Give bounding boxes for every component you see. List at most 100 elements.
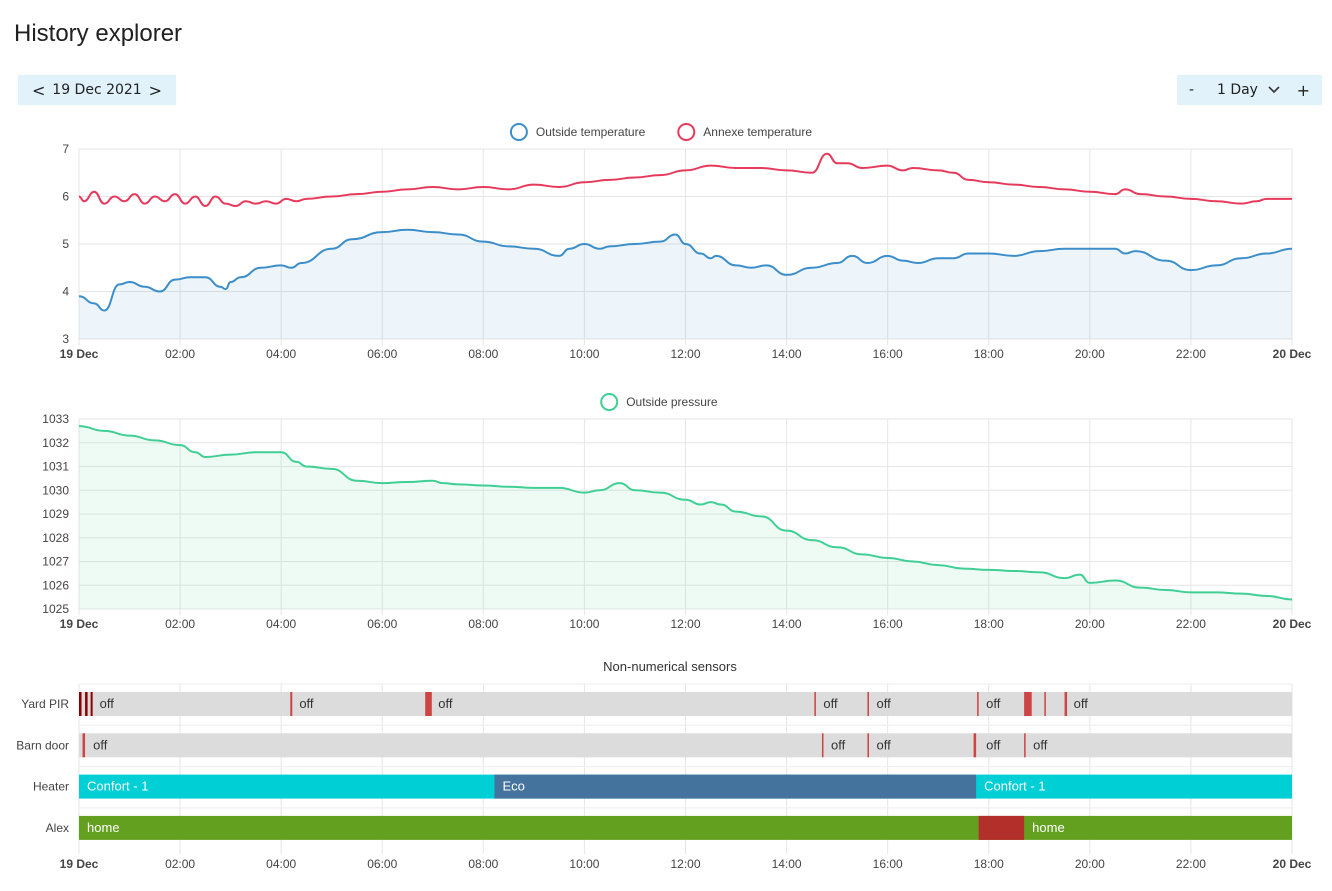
y-tick-label: 1032: [42, 436, 69, 450]
decrease-range-button[interactable]: -: [1189, 82, 1195, 98]
timeline-state-label: off: [877, 696, 892, 711]
previous-day-button[interactable]: <: [32, 80, 46, 100]
timeline-state-label: off: [1033, 737, 1048, 752]
timeline-state-label: home: [1032, 820, 1065, 835]
y-tick-label: 4: [62, 285, 69, 299]
timeline-state-label: Confort - 1: [87, 779, 148, 794]
timeline-segment: [821, 733, 824, 758]
x-tick-label: 10:00: [569, 617, 599, 631]
x-tick-label: 19 Dec: [60, 857, 99, 871]
x-tick-label: 08:00: [468, 857, 498, 871]
timeline-bar: [79, 815, 1292, 840]
y-tick-label: 1025: [42, 602, 69, 616]
x-tick-label: 02:00: [165, 347, 195, 361]
timeline-segment: [973, 733, 977, 758]
x-tick-label: 22:00: [1176, 617, 1206, 631]
timeline-segment: [978, 815, 1025, 840]
timeline-segment: [867, 692, 869, 716]
series-area: [79, 426, 1292, 609]
x-tick-label: 22:00: [1176, 347, 1206, 361]
y-tick-label: 1029: [42, 507, 69, 521]
timeline-segment: [1024, 692, 1032, 716]
x-tick-label: 06:00: [367, 857, 397, 871]
x-tick-label: 16:00: [873, 857, 903, 871]
legend-label: Outside pressure: [626, 395, 718, 409]
date-navigator: < 19 Dec 2021 >: [18, 75, 176, 105]
x-tick-label: 12:00: [670, 347, 700, 361]
timeline-state-label: off: [438, 696, 453, 711]
timeline-state-label: off: [831, 737, 846, 752]
x-tick-label: 20 Dec: [1273, 617, 1312, 631]
timeline-row-label: Heater: [33, 780, 69, 794]
x-tick-label: 20:00: [1075, 617, 1105, 631]
y-tick-label: 6: [62, 190, 69, 204]
x-tick-label: 18:00: [974, 347, 1004, 361]
series-line: [78, 425, 1293, 601]
timeline-segment: [290, 692, 293, 716]
x-tick-label: 14:00: [772, 857, 802, 871]
next-day-button[interactable]: >: [148, 80, 162, 100]
timeline-segment: [90, 692, 93, 716]
timeline-segment: [814, 692, 816, 716]
timeline-title: Non-numerical sensors: [603, 659, 737, 674]
x-tick-label: 20 Dec: [1273, 857, 1312, 871]
timeline-state-label: off: [299, 696, 314, 711]
timeline-row-label: Barn door: [16, 738, 69, 752]
x-tick-label: 10:00: [569, 347, 599, 361]
timeline-state-label: off: [100, 696, 115, 711]
page-title: History explorer: [14, 20, 183, 47]
timeline-state-label: home: [87, 820, 120, 835]
x-tick-label: 02:00: [165, 617, 195, 631]
range-value[interactable]: 1 Day: [1216, 82, 1258, 98]
timeline-segment: [494, 774, 977, 799]
timeline-segment: [1044, 692, 1046, 716]
timeline-segment: [425, 692, 432, 716]
x-tick-label: 08:00: [468, 347, 498, 361]
x-tick-label: 14:00: [772, 347, 802, 361]
timeline-segment: [1064, 692, 1068, 716]
timeline-state-label: off: [877, 737, 892, 752]
timeline-bar: [79, 692, 1292, 716]
x-tick-label: 08:00: [468, 617, 498, 631]
chevron-down-icon[interactable]: [1268, 82, 1289, 98]
series-line: [78, 152, 1292, 208]
x-tick-label: 20:00: [1075, 347, 1105, 361]
timeline-state-label: Eco: [502, 779, 524, 794]
x-tick-label: 18:00: [974, 857, 1004, 871]
y-tick-label: 1027: [42, 555, 69, 569]
x-tick-label: 04:00: [266, 857, 296, 871]
x-tick-label: 19 Dec: [60, 347, 99, 361]
x-tick-label: 04:00: [266, 617, 296, 631]
x-tick-label: 12:00: [670, 857, 700, 871]
x-tick-label: 12:00: [670, 617, 700, 631]
y-tick-label: 1033: [42, 412, 69, 426]
timeline-segment: [82, 733, 86, 758]
timeline-row-label: Alex: [46, 821, 69, 835]
timeline-segment: [1024, 733, 1026, 758]
y-tick-label: 1028: [42, 531, 69, 545]
x-tick-label: 06:00: [367, 617, 397, 631]
x-tick-label: 16:00: [873, 617, 903, 631]
legend-marker: [600, 393, 619, 411]
x-tick-label: 10:00: [569, 857, 599, 871]
y-tick-label: 3: [62, 332, 69, 346]
current-date[interactable]: 19 Dec 2021: [52, 82, 142, 98]
x-tick-label: 04:00: [266, 347, 296, 361]
timeline-state-label: off: [986, 737, 1001, 752]
x-tick-label: 19 Dec: [60, 617, 99, 631]
x-tick-label: 22:00: [1176, 857, 1206, 871]
timeline-segment: [85, 692, 88, 716]
x-tick-label: 20 Dec: [1273, 347, 1312, 361]
timeline-state-label: off: [1074, 696, 1089, 711]
timeline-segment: [977, 692, 979, 716]
timeline-row-label: Yard PIR: [21, 697, 69, 711]
timeline-state-label: off: [93, 737, 108, 752]
x-tick-label: 06:00: [367, 347, 397, 361]
series-line: [78, 228, 1293, 312]
x-tick-label: 16:00: [873, 347, 903, 361]
x-tick-label: 20:00: [1075, 857, 1105, 871]
increase-range-button[interactable]: +: [1296, 80, 1310, 100]
timeline-segment: [867, 733, 869, 758]
y-tick-label: 1030: [42, 483, 69, 497]
